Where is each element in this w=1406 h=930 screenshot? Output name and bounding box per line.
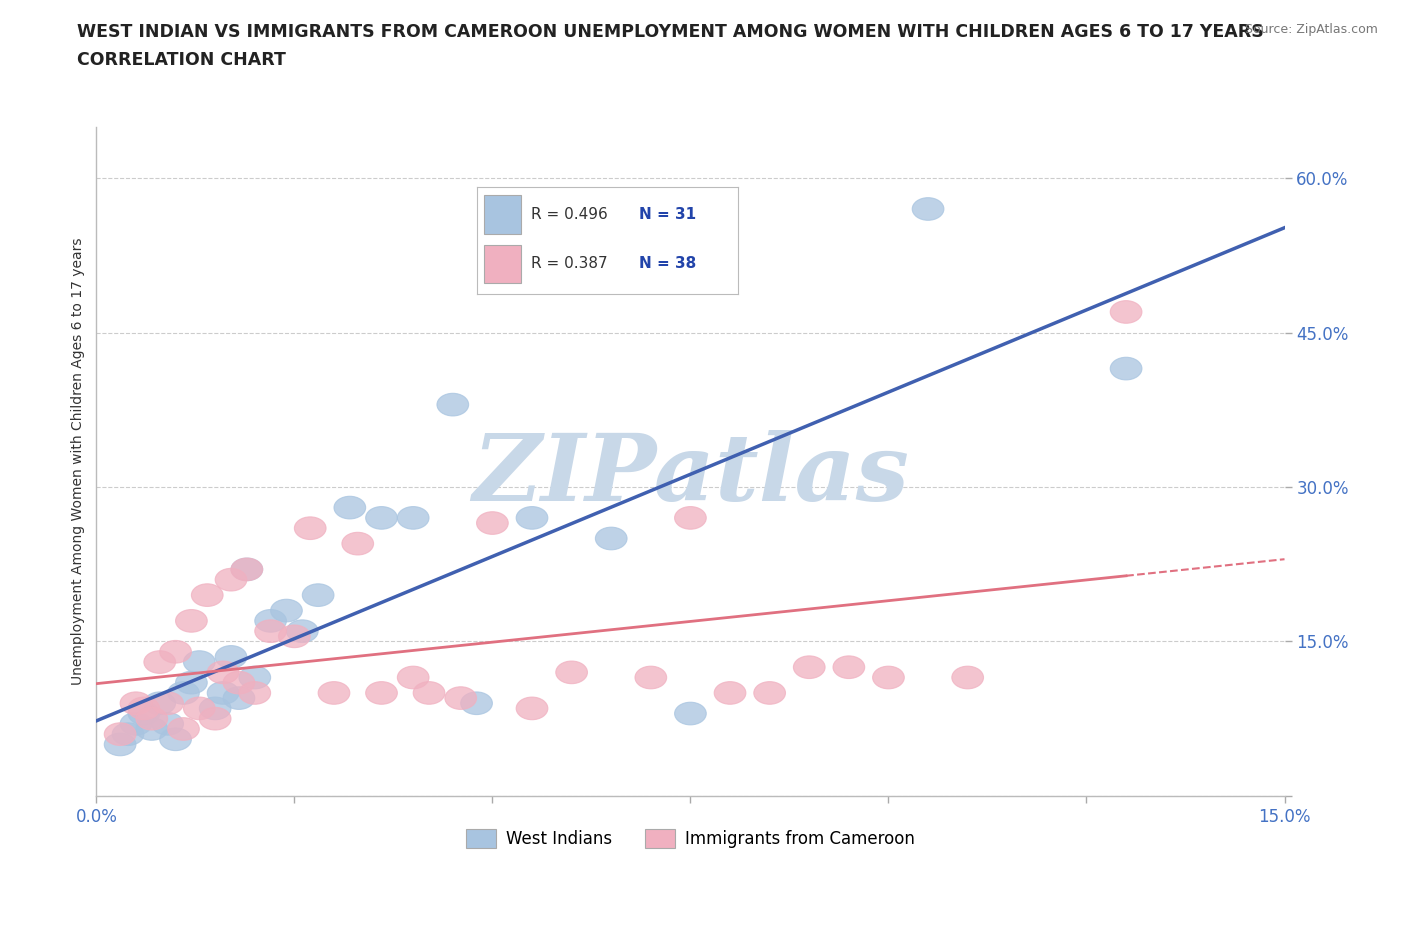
Ellipse shape bbox=[184, 651, 215, 673]
Ellipse shape bbox=[294, 517, 326, 539]
Ellipse shape bbox=[128, 702, 160, 724]
Ellipse shape bbox=[152, 692, 184, 714]
Ellipse shape bbox=[112, 723, 143, 746]
Ellipse shape bbox=[516, 507, 548, 529]
Ellipse shape bbox=[595, 527, 627, 550]
Text: Source: ZipAtlas.com: Source: ZipAtlas.com bbox=[1244, 23, 1378, 36]
Ellipse shape bbox=[366, 682, 398, 704]
Text: ZIPatlas: ZIPatlas bbox=[472, 430, 908, 520]
Ellipse shape bbox=[224, 671, 254, 694]
Ellipse shape bbox=[143, 651, 176, 673]
Ellipse shape bbox=[104, 723, 136, 746]
Ellipse shape bbox=[167, 718, 200, 740]
Ellipse shape bbox=[167, 682, 200, 704]
Ellipse shape bbox=[160, 728, 191, 751]
Ellipse shape bbox=[207, 682, 239, 704]
Ellipse shape bbox=[413, 682, 444, 704]
Ellipse shape bbox=[477, 512, 508, 535]
Ellipse shape bbox=[191, 584, 224, 606]
Ellipse shape bbox=[437, 393, 468, 416]
Ellipse shape bbox=[231, 558, 263, 580]
Ellipse shape bbox=[270, 599, 302, 622]
Ellipse shape bbox=[152, 712, 184, 736]
Ellipse shape bbox=[952, 666, 984, 689]
Ellipse shape bbox=[335, 497, 366, 519]
Ellipse shape bbox=[675, 507, 706, 529]
Ellipse shape bbox=[200, 698, 231, 720]
Ellipse shape bbox=[1111, 357, 1142, 380]
Ellipse shape bbox=[254, 609, 287, 632]
Ellipse shape bbox=[754, 682, 786, 704]
Ellipse shape bbox=[176, 671, 207, 694]
Ellipse shape bbox=[128, 698, 160, 720]
Ellipse shape bbox=[215, 645, 247, 669]
Text: WEST INDIAN VS IMMIGRANTS FROM CAMEROON UNEMPLOYMENT AMONG WOMEN WITH CHILDREN A: WEST INDIAN VS IMMIGRANTS FROM CAMEROON … bbox=[77, 23, 1264, 41]
Ellipse shape bbox=[873, 666, 904, 689]
Ellipse shape bbox=[278, 625, 311, 647]
Ellipse shape bbox=[200, 708, 231, 730]
Ellipse shape bbox=[398, 666, 429, 689]
Ellipse shape bbox=[224, 686, 254, 710]
Ellipse shape bbox=[207, 661, 239, 684]
Ellipse shape bbox=[184, 698, 215, 720]
Ellipse shape bbox=[555, 661, 588, 684]
Ellipse shape bbox=[912, 198, 943, 220]
Ellipse shape bbox=[231, 558, 263, 580]
Ellipse shape bbox=[120, 712, 152, 736]
Ellipse shape bbox=[302, 584, 335, 606]
Ellipse shape bbox=[215, 568, 247, 591]
Ellipse shape bbox=[176, 609, 207, 632]
Ellipse shape bbox=[254, 619, 287, 643]
Ellipse shape bbox=[342, 532, 374, 555]
Ellipse shape bbox=[136, 708, 167, 730]
Ellipse shape bbox=[461, 692, 492, 714]
Ellipse shape bbox=[104, 733, 136, 756]
Ellipse shape bbox=[239, 682, 270, 704]
Ellipse shape bbox=[120, 692, 152, 714]
Ellipse shape bbox=[675, 702, 706, 724]
Ellipse shape bbox=[636, 666, 666, 689]
Ellipse shape bbox=[714, 682, 745, 704]
Legend: West Indians, Immigrants from Cameroon: West Indians, Immigrants from Cameroon bbox=[460, 822, 922, 855]
Ellipse shape bbox=[160, 641, 191, 663]
Ellipse shape bbox=[136, 718, 167, 740]
Ellipse shape bbox=[1111, 300, 1142, 324]
Ellipse shape bbox=[793, 656, 825, 679]
Ellipse shape bbox=[444, 686, 477, 710]
Ellipse shape bbox=[516, 698, 548, 720]
Ellipse shape bbox=[287, 619, 318, 643]
Ellipse shape bbox=[318, 682, 350, 704]
Text: CORRELATION CHART: CORRELATION CHART bbox=[77, 51, 287, 69]
Y-axis label: Unemployment Among Women with Children Ages 6 to 17 years: Unemployment Among Women with Children A… bbox=[72, 237, 86, 685]
Ellipse shape bbox=[366, 507, 398, 529]
Ellipse shape bbox=[239, 666, 270, 689]
Ellipse shape bbox=[143, 692, 176, 714]
Ellipse shape bbox=[398, 507, 429, 529]
Ellipse shape bbox=[832, 656, 865, 679]
